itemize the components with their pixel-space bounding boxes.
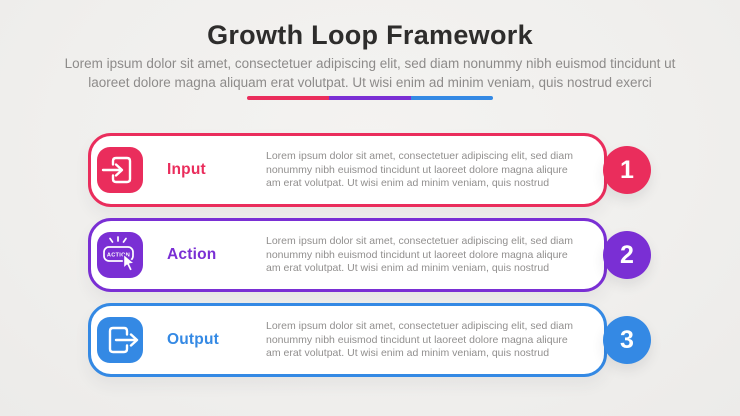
login-arrow-icon xyxy=(101,156,132,184)
row-label-input: Input xyxy=(167,161,206,178)
row-label-action: Action xyxy=(167,246,217,263)
step-number-badge: 2 xyxy=(603,231,651,279)
framework-row-action: ACTION Action Lorem ipsum dolor sit amet… xyxy=(88,218,651,292)
tricolor-divider xyxy=(247,96,493,100)
row-description: Lorem ipsum dolor sit amet, consectetuer… xyxy=(266,319,573,359)
page-subtitle: Lorem ipsum dolor sit amet, consectetuer… xyxy=(64,56,676,90)
row-description: Lorem ipsum dolor sit amet, consectetuer… xyxy=(266,149,573,189)
page-title: Growth Loop Framework xyxy=(207,20,533,50)
action-icon-tile: ACTION xyxy=(97,232,143,278)
input-icon-tile xyxy=(97,147,143,193)
row-label-output: Output xyxy=(167,331,219,348)
action-click-button-icon: ACTION xyxy=(103,236,136,272)
framework-row-output: Output Lorem ipsum dolor sit amet, conse… xyxy=(88,303,651,377)
step-number-badge: 1 xyxy=(603,146,651,194)
row-description: Lorem ipsum dolor sit amet, consectetuer… xyxy=(266,234,573,274)
divider-segment-blue xyxy=(411,96,493,100)
divider-segment-purple xyxy=(329,96,411,100)
logout-arrow-icon xyxy=(108,326,139,354)
divider-segment-red xyxy=(247,96,329,100)
svg-text:ACTION: ACTION xyxy=(107,252,130,258)
framework-row-input: Input Lorem ipsum dolor sit amet, consec… xyxy=(88,133,651,207)
step-number-badge: 3 xyxy=(603,316,651,364)
output-icon-tile xyxy=(97,317,143,363)
